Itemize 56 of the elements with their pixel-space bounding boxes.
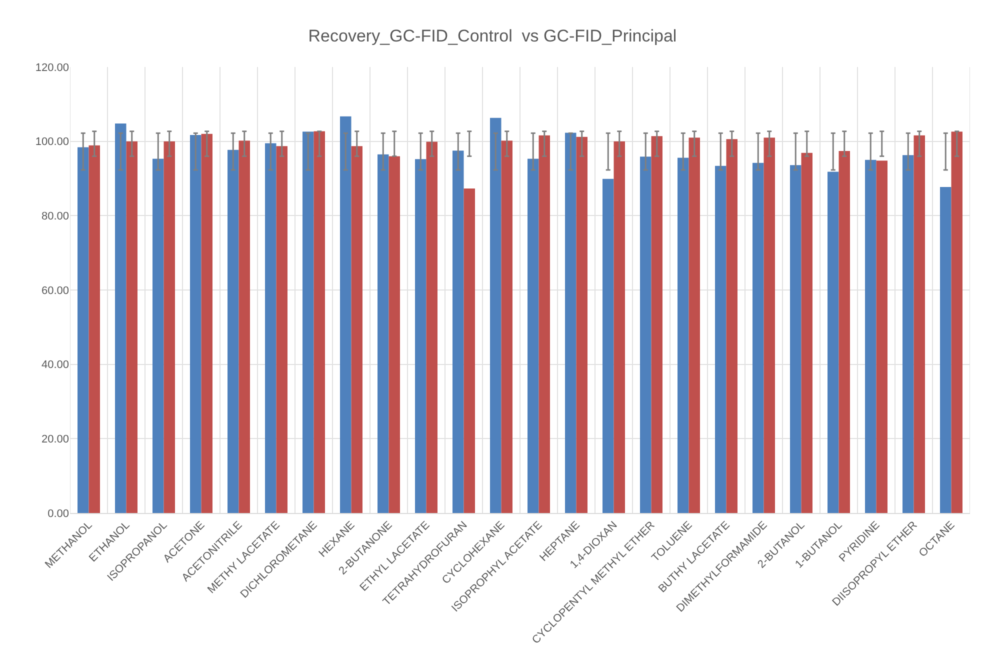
bar [801,152,812,513]
y-tick-label: 120.00 [35,62,69,74]
y-tick-label: 60.00 [41,284,69,297]
y-tick-label: 20.00 [41,434,69,446]
bar [78,147,89,513]
bar [340,116,352,513]
bar [228,150,239,513]
bar [651,136,662,513]
bar [501,140,512,513]
bar [678,158,689,513]
bar [302,132,314,513]
bar [876,160,888,513]
bar [265,143,276,513]
bar [378,154,389,513]
bar [914,135,925,513]
bar [902,155,914,513]
bar [152,158,164,513]
bar [88,145,100,513]
bar [452,150,464,513]
bar [201,134,212,513]
bar [865,160,876,513]
bar [351,146,362,513]
bar [752,162,764,513]
y-tick-label: 100.00 [35,136,69,148]
bar [464,188,475,513]
bar [164,141,175,513]
chart-title: Recovery_GC-FID_Control vs GC-FID_Principal [308,26,677,46]
bar [576,136,588,513]
bar [276,146,288,513]
bar [726,139,738,513]
bar [640,156,652,513]
bar [565,132,576,513]
bar [126,141,138,513]
bar [951,132,962,513]
bar [426,142,438,513]
bar [764,138,775,513]
bar [388,156,400,513]
bar [314,131,325,513]
bar [715,166,726,513]
bar [490,118,502,513]
bar [790,165,802,513]
bar [238,140,250,513]
bar [415,159,426,513]
bar [538,135,550,513]
bar [602,178,614,513]
y-tick-label: 80.00 [41,210,69,223]
bar [115,123,126,513]
bar [190,135,202,513]
bar [528,158,539,513]
bar [940,187,952,513]
bar [838,151,850,513]
y-tick-label: 40.00 [41,359,69,372]
bar [688,138,700,513]
bar [614,141,625,513]
y-tick-label: 0.00 [48,508,69,520]
bar [828,172,839,513]
